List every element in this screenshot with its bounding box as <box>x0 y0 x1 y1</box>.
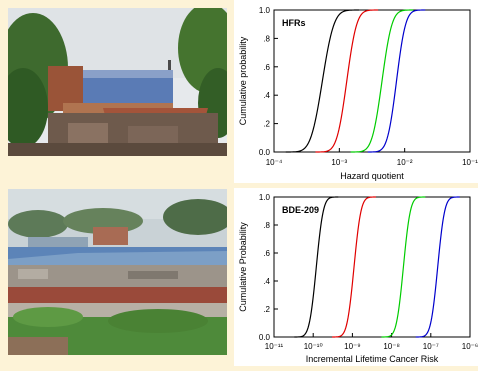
x-tick-label: 10⁻⁷ <box>423 342 439 351</box>
cdf-series-line <box>285 9 359 153</box>
x-tick-label: 10⁻¹¹ <box>265 342 284 351</box>
hfrs-chart-svg: 0.0 .2 .4 .6 .8 1.0 10⁻⁴ 10⁻³ 10⁻² 10⁻¹ HFRs Hazard… <box>238 6 478 181</box>
cdf-series-line <box>381 196 426 338</box>
y-tick-label: 1.0 <box>259 193 271 202</box>
y-tick-label: 0.0 <box>259 148 271 157</box>
x-axis-label: Hazard quotient <box>340 171 404 181</box>
x-tick-label: 10⁻¹ <box>462 158 478 167</box>
cdf-series-line <box>415 196 460 338</box>
x-axis-label: Incremental Lifetime Cancer Risk <box>306 354 439 364</box>
cdf-series-line <box>367 9 426 153</box>
y-tick-label: .6 <box>263 63 270 72</box>
y-tick-label: .8 <box>263 221 270 230</box>
cdf-series-line <box>332 196 376 338</box>
panel-label: BDE-209 <box>282 205 319 215</box>
hfrs-chart: 0.0 .2 .4 .6 .8 1.0 10⁻⁴ 10⁻³ 10⁻² 10⁻¹ HFRs Hazard… <box>234 0 478 183</box>
bde209-chart-svg: 0.0 .2 .4 .6 .8 1.0 10⁻¹¹ 10⁻¹⁰ 10⁻⁹ 10⁻⁸ 10⁻⁷ 10⁻⁶… <box>238 193 478 364</box>
ewaste-site-photo <box>8 189 227 355</box>
panel-label: HFRs <box>282 18 306 28</box>
y-tick-label: .4 <box>263 91 270 100</box>
y-tick-label: .2 <box>263 120 270 129</box>
y-tick-label: 0.0 <box>259 333 271 342</box>
y-tick-label: .4 <box>263 277 270 286</box>
y-tick-label: .2 <box>263 305 270 314</box>
x-tick-label: 10⁻¹⁰ <box>304 342 323 351</box>
plot-frame <box>273 196 471 338</box>
cdf-series-line <box>294 196 339 338</box>
bde209-chart: 0.0 .2 .4 .6 .8 1.0 10⁻¹¹ 10⁻¹⁰ 10⁻⁹ 10⁻⁸ 10⁻⁷ 10⁻⁶… <box>234 188 478 366</box>
residential-photo-image <box>8 8 227 156</box>
cdf-series-line <box>350 9 414 153</box>
x-tick-label: 10⁻⁴ <box>266 158 283 167</box>
y-tick-label: .8 <box>263 34 270 43</box>
x-tick-label: 10⁻² <box>397 158 413 167</box>
residential-photo <box>8 8 227 156</box>
ewaste-site-photo-image <box>8 189 227 355</box>
y-tick-label: 1.0 <box>259 6 271 15</box>
y-axis-label: Cumulative Probability <box>238 222 248 312</box>
x-tick-label: 10⁻⁸ <box>383 342 400 351</box>
x-tick-label: 10⁻³ <box>331 158 347 167</box>
y-tick-label: .6 <box>263 249 270 258</box>
plot-frame <box>273 9 471 153</box>
x-tick-label: 10⁻⁹ <box>344 342 361 351</box>
y-axis-label: Cumulative probability <box>238 36 248 125</box>
cdf-series-line <box>315 9 379 153</box>
x-tick-label: 10⁻⁶ <box>462 342 478 351</box>
